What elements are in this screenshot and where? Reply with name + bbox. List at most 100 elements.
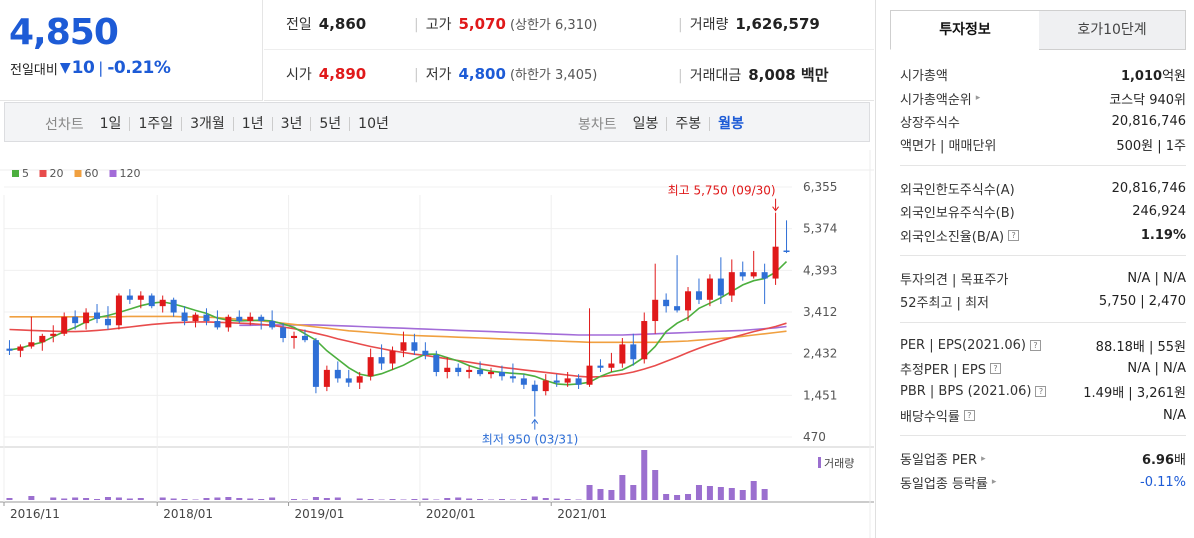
period-tab-3y[interactable]: 3년	[271, 117, 311, 131]
ma5-line	[9, 261, 788, 386]
y-tick-label: 6,355	[803, 180, 837, 194]
open-label: 시가	[286, 67, 312, 83]
info-list: 시가총액 1,010억원 시가총액순위 ▸ 코스닥 940위 상장주식수 20,816,74…	[900, 62, 1186, 512]
info-label: PBR | BPS (2021.06)?	[900, 384, 1047, 399]
volume-bar	[115, 497, 122, 500]
summary-row: 시가 4,890 | 저가 4,800 (하한가 3,405) | 거래대금 8…	[264, 50, 874, 100]
volume-bar	[137, 498, 144, 500]
candle-body	[72, 316, 79, 324]
candle-body	[61, 316, 68, 334]
volume-bar	[323, 498, 330, 500]
volume-bar	[597, 489, 604, 500]
info-group: PER | EPS(2021.06)? 88.18배 | 55원 추정PER | E…	[900, 333, 1186, 437]
candle-body	[575, 378, 582, 385]
candle-body	[225, 316, 232, 328]
chevron-right-icon[interactable]: ▸	[991, 477, 997, 488]
candle-body	[280, 327, 287, 339]
volume-bar	[652, 470, 659, 500]
info-tabs: 투자정보 호가10단계	[890, 10, 1186, 50]
candle-body	[170, 299, 177, 313]
volume-bar	[291, 499, 298, 500]
info-label[interactable]: 동일업종 등락률 ▸	[900, 476, 997, 492]
x-tick-label: 2021/01	[557, 507, 607, 521]
info-label: 추정PER | EPS?	[900, 359, 1001, 378]
volume-bar	[641, 450, 648, 500]
period-tab-1w[interactable]: 1주일	[129, 117, 181, 131]
info-label: 배당수익률?	[900, 406, 975, 425]
candle-body	[115, 295, 122, 326]
info-label[interactable]: 동일업종 PER ▸	[900, 453, 986, 469]
trade-amount: | 거래대금 8,008 백만	[678, 64, 829, 85]
candle-body	[192, 314, 199, 322]
volume-bar	[488, 499, 495, 500]
period-tab-3m[interactable]: 3개월	[181, 117, 233, 131]
current-price: 4,850	[9, 12, 119, 53]
candlestick-chart: 6,355 5,374 4,393 3,412 2,432 1,451 470 2016/11…	[0, 150, 874, 538]
tab-investment-info[interactable]: 투자정보	[890, 10, 1040, 50]
info-group: 시가총액 1,010억원 시가총액순위 ▸ 코스닥 940위 상장주식수 20,816,74…	[900, 62, 1186, 166]
candle-body	[553, 380, 560, 383]
volume-bar	[706, 486, 713, 500]
volume-bar	[247, 498, 254, 500]
legend-label: 120	[120, 167, 141, 180]
summary-row: 전일 4,860 | 고가 5,070 (상한가 6,310) | 거래량 1,…	[264, 0, 874, 50]
volume-bar	[126, 498, 133, 500]
candle-tab-monthly[interactable]: 월봉	[709, 117, 752, 131]
tab-order-book[interactable]: 호가10단계	[1039, 10, 1186, 50]
low-arrow-head	[531, 418, 539, 424]
help-icon[interactable]: ?	[1008, 229, 1020, 241]
candle-body	[367, 357, 374, 377]
candle-body	[389, 350, 396, 364]
x-tick-label: 2020/01	[426, 507, 476, 521]
info-value: 5,750 | 2,470	[1098, 294, 1186, 310]
chevron-right-icon[interactable]: ▸	[981, 453, 986, 464]
candle-body	[6, 348, 13, 351]
line-chart-periods: 선차트 1일 1주일 3개월 1년 3년 5년 10년	[45, 114, 397, 134]
open-price: 시가 4,890	[286, 64, 366, 84]
candle-tab-weekly[interactable]: 주봉	[666, 117, 709, 131]
volume-bar	[739, 490, 746, 500]
period-tab-1y[interactable]: 1년	[232, 117, 272, 131]
info-label[interactable]: 시가총액순위 ▸	[900, 92, 981, 108]
y-tick-label: 4,393	[803, 263, 837, 277]
help-icon[interactable]: ?	[963, 409, 975, 421]
help-icon[interactable]: ?	[1035, 386, 1047, 398]
upper-limit: (상한가 6,310)	[509, 18, 598, 33]
prev-close: 전일 4,860	[286, 14, 366, 34]
candle-body	[269, 321, 276, 328]
period-tab-10y[interactable]: 10년	[349, 117, 397, 131]
candle-body	[685, 291, 692, 311]
candle-body	[542, 380, 549, 392]
volume-bar	[367, 499, 374, 500]
volume-bar	[411, 499, 418, 500]
candle-tab-daily[interactable]: 일봉	[632, 116, 659, 132]
help-icon[interactable]: ?	[989, 363, 1001, 375]
candle-body	[674, 306, 681, 311]
volume-bar	[181, 499, 188, 500]
volume-bar	[203, 498, 210, 500]
volume-bar	[236, 498, 243, 500]
high-arrow-head	[772, 206, 779, 212]
volume: | 거래량 1,626,579	[678, 14, 820, 34]
volume-bar	[301, 499, 308, 500]
legend-label: 5	[22, 167, 29, 180]
info-row: PBR | BPS (2021.06)? 1.49배 | 3,261원	[900, 380, 1186, 403]
volume-bar	[564, 499, 571, 500]
low-price: | 저가 4,800 (하한가 3,405)	[414, 64, 597, 84]
volume-bar	[94, 499, 101, 500]
trade-amount-value: 8,008 백만	[748, 66, 829, 84]
separator: |	[98, 59, 104, 77]
candle-body	[94, 312, 101, 319]
info-value: N/A	[1163, 407, 1186, 423]
chevron-right-icon[interactable]: ▸	[975, 93, 981, 104]
candle-chart-label: 봉차트	[578, 117, 617, 133]
info-row: 외국인소진율(B/A)? 1.19%	[900, 223, 1186, 246]
volume-legend-swatch	[818, 457, 821, 468]
info-value: 20,816,746	[1111, 180, 1186, 196]
info-row: 추정PER | EPS? N/A | N/A	[900, 357, 1186, 380]
period-tab-1d[interactable]: 1일	[99, 116, 122, 132]
candle-body	[695, 291, 702, 300]
help-icon[interactable]: ?	[1029, 339, 1041, 351]
info-row: PER | EPS(2021.06)? 88.18배 | 55원	[900, 334, 1186, 357]
period-tab-5y[interactable]: 5년	[310, 117, 349, 131]
